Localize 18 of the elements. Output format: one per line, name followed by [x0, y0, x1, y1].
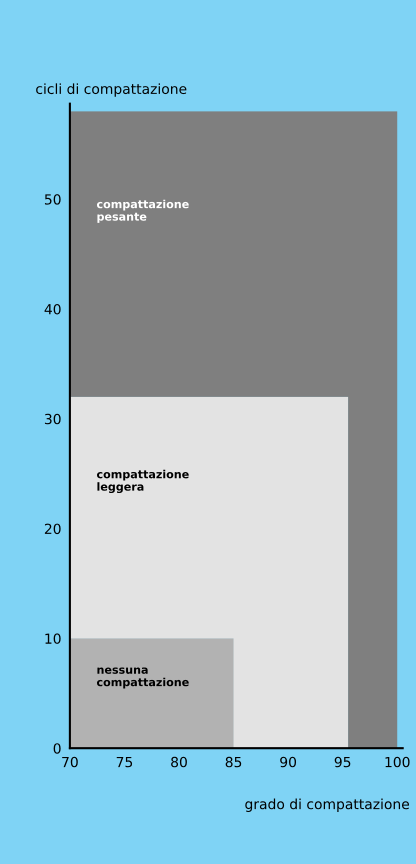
y-tick-label: 50 [44, 194, 61, 205]
x-tick-label: 100 [386, 756, 410, 768]
x-tick-label: 85 [226, 756, 242, 768]
x-tick-label: 70 [62, 756, 78, 768]
annotation: compattazione leggera [96, 470, 189, 494]
y-tick-label: 10 [45, 633, 61, 644]
x-tick-label: 95 [334, 756, 350, 768]
x-axis-title: grado di compattazione [245, 798, 410, 812]
annotation: nessuna compattazione [96, 667, 189, 688]
y-tick-label: 0 [54, 743, 61, 754]
y-axis-title: cicli di compattazione [36, 83, 186, 97]
y-tick-label: 40 [44, 304, 61, 314]
annotation: compattazione pesante [96, 200, 189, 223]
y-tick-label: 20 [44, 524, 61, 534]
x-tick-label: 75 [116, 756, 132, 768]
x-tick-label: 80 [171, 756, 187, 768]
x-tick-label: 90 [280, 756, 296, 768]
y-tick-label: 30 [44, 414, 61, 424]
